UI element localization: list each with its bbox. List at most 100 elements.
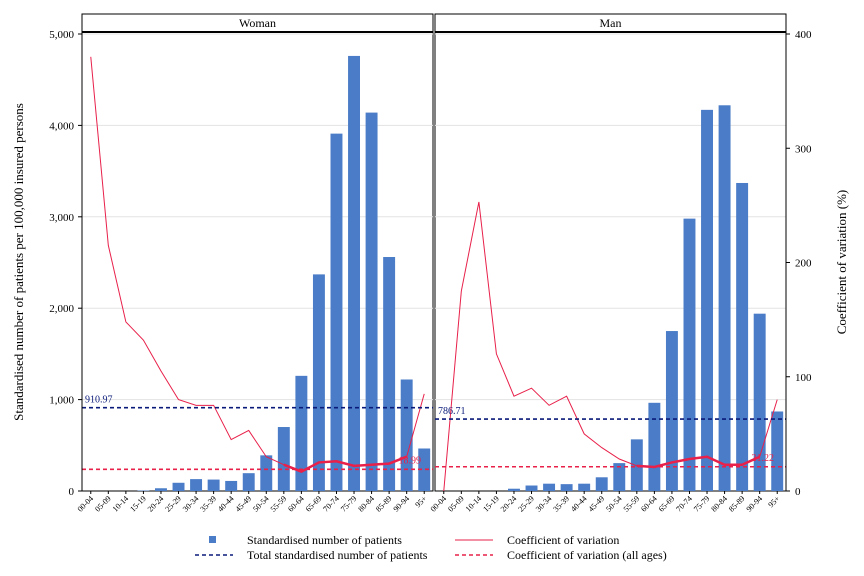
- x-tick-label: 40-44: [216, 494, 236, 514]
- bar-woman-35-39: [207, 479, 220, 491]
- bar-woman-55-59: [277, 427, 290, 491]
- panel-title-man: Man: [600, 16, 622, 30]
- y-right-tick-label: 0: [795, 486, 801, 498]
- bar-woman-40-44: [225, 480, 238, 491]
- bar-woman-90-94: [400, 379, 413, 491]
- bar-man-45-49: [595, 477, 608, 491]
- bar-man-35-39: [560, 484, 573, 491]
- y-left-tick-label: 0: [69, 486, 75, 498]
- x-tick-label: 05-09: [446, 494, 466, 514]
- bar-man-65-69: [665, 331, 678, 491]
- legend-label: Coefficient of variation (all ages): [507, 548, 667, 562]
- x-tick-label: 95+: [413, 494, 429, 510]
- x-tick-label: 20-24: [499, 494, 519, 514]
- x-tick-label: 60-64: [286, 494, 306, 514]
- y-right-tick-label: 100: [795, 372, 812, 384]
- legend-label: Coefficient of variation: [507, 533, 619, 547]
- total-line-label: 910.97: [85, 395, 113, 406]
- x-tick-label: 65-69: [657, 494, 677, 514]
- bar-man-60-64: [648, 402, 661, 491]
- bar-woman-45-49: [242, 473, 255, 491]
- y-left-tick-label: 3,000: [49, 212, 74, 224]
- y-left-tick-label: 2,000: [49, 303, 74, 315]
- y-axis-left-title: Standardised number of patients per 100,…: [11, 103, 26, 421]
- legend-label: Total standardised number of patients: [247, 548, 428, 562]
- legend-swatch-bars: [209, 536, 216, 543]
- x-tick-label: 40-44: [569, 494, 589, 514]
- bar-man-95+: [771, 411, 784, 491]
- x-tick-label: 75-79: [692, 494, 712, 514]
- bar-man-85-89: [736, 182, 749, 491]
- x-tick-label: 85-89: [374, 494, 394, 514]
- panel-title-woman: Woman: [239, 16, 276, 30]
- x-tick-label: 35-39: [198, 494, 218, 514]
- y-left-tick-label: 4,000: [49, 120, 74, 132]
- bar-man-90-94: [753, 313, 766, 491]
- x-tick-label: 45-49: [234, 494, 254, 514]
- bar-man-25-29: [525, 485, 538, 491]
- y-axis-right-title: Coefficient of variation (%): [834, 190, 849, 335]
- grid-lines: [82, 33, 786, 401]
- bar-woman-25-29: [172, 482, 185, 491]
- x-tick-label: 30-34: [534, 494, 554, 514]
- bar-series: [137, 55, 784, 492]
- x-tick-label: 70-74: [674, 494, 694, 514]
- x-tick-label: 05-09: [93, 494, 113, 514]
- y-left-tick-label: 1,000: [49, 395, 74, 407]
- x-tick-label: 70-74: [321, 494, 341, 514]
- x-tick-label: 80-84: [356, 494, 376, 514]
- x-tick-label: 80-84: [709, 494, 729, 514]
- x-tick-label: 45-49: [587, 494, 607, 514]
- x-tick-label: 00-04: [76, 494, 96, 514]
- bar-man-55-59: [630, 439, 643, 491]
- bar-woman-75-79: [348, 55, 360, 491]
- cv-all-line-label: 21.22: [752, 453, 775, 464]
- x-tick-label: 10-14: [111, 494, 131, 514]
- total-line-label: 786.71: [438, 406, 466, 417]
- x-tick-label: 50-54: [604, 494, 624, 514]
- x-tick-label: 75-79: [339, 494, 359, 514]
- cv-line-bold-man: [636, 455, 761, 469]
- bar-woman-30-34: [190, 479, 203, 491]
- x-tick-label: 65-69: [304, 494, 324, 514]
- y-right-tick-label: 200: [795, 258, 812, 270]
- bar-woman-20-24: [155, 488, 167, 491]
- x-tick-label: 35-39: [551, 494, 571, 514]
- bar-man-70-74: [683, 218, 696, 492]
- axes: 0 1,000 2,000 3,000 4,000 5,000 0 100 200 300 400 0…: [49, 14, 812, 514]
- x-tick-label: 60-64: [639, 494, 659, 514]
- x-tick-label: 90-94: [392, 494, 412, 514]
- x-tick-label: 15-19: [481, 494, 501, 514]
- reference-lines: 910.97 18.99 786.71 21.22: [82, 395, 786, 471]
- x-tick-label: 50-54: [251, 494, 271, 514]
- bar-man-80-84: [718, 105, 731, 492]
- x-tick-label: 25-29: [516, 494, 536, 514]
- bar-man-75-79: [701, 109, 713, 491]
- x-tick-label: 90-94: [745, 494, 765, 514]
- bar-woman-70-74: [330, 133, 343, 491]
- x-tick-label: 55-59: [269, 494, 289, 514]
- bar-woman-85-89: [383, 257, 396, 491]
- y-right-tick-label: 400: [795, 29, 812, 41]
- legend-label: Standardised number of patients: [247, 533, 402, 547]
- x-tick-label: 95+: [766, 494, 782, 510]
- x-tick-label: 10-14: [464, 494, 484, 514]
- x-tick-label: 55-59: [622, 494, 642, 514]
- legend: Standardised number of patients Coefficie…: [195, 533, 667, 562]
- bar-woman-65-69: [312, 274, 325, 491]
- cv-line-bold-woman: [283, 455, 408, 473]
- x-tick-label: 85-89: [727, 494, 747, 514]
- x-tick-label: 20-24: [146, 494, 166, 514]
- cv-series: [90, 56, 778, 492]
- x-tick-label: 15-19: [128, 494, 148, 514]
- bar-woman-95+: [418, 448, 431, 491]
- x-tick-label: 30-34: [181, 494, 201, 514]
- x-tick-label: 25-29: [163, 494, 183, 514]
- panel-frame-0: [81, 13, 434, 492]
- cv-all-line-label: 18.99: [399, 455, 422, 466]
- bar-man-30-34: [543, 483, 556, 491]
- bar-woman-60-64: [295, 375, 308, 491]
- bar-man-40-44: [578, 483, 591, 491]
- x-tick-label: 00-04: [429, 494, 449, 514]
